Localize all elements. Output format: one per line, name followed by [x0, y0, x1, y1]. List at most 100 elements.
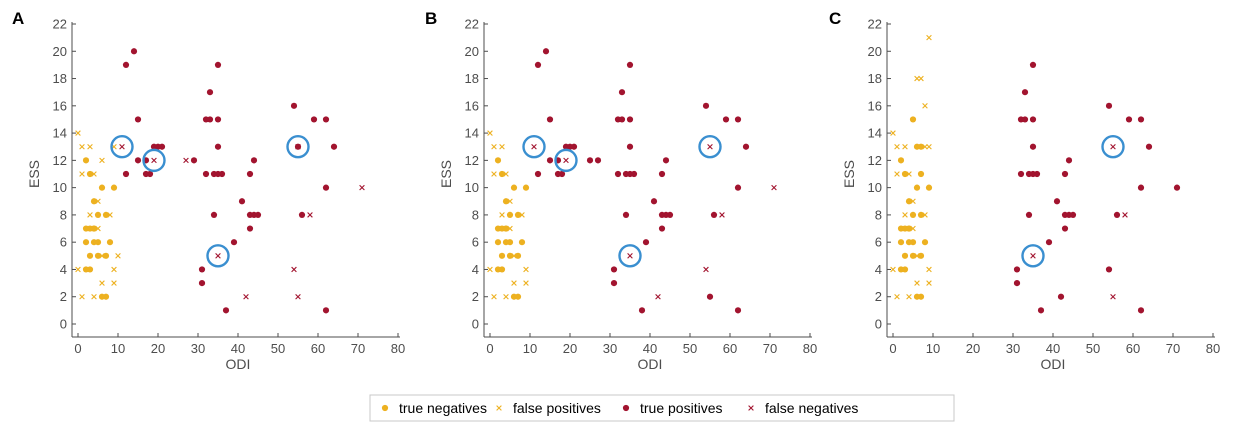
point-true-positives [1037, 307, 1045, 314]
x-axis-label: ODI [638, 356, 663, 372]
y-tick-label: 2 [875, 289, 882, 304]
point-false-positives [890, 266, 896, 273]
point-true-positives [1057, 293, 1065, 300]
point-true-negatives [522, 184, 530, 191]
point-true-positives [658, 225, 666, 232]
point-true-negatives [502, 198, 510, 205]
point-true-positives [626, 61, 634, 69]
point-true-positives [1069, 211, 1077, 219]
point-true-positives [290, 102, 298, 109]
point-false-positives [914, 75, 920, 82]
point-true-negatives [106, 239, 114, 246]
point-true-negatives [86, 252, 94, 259]
point-true-positives [702, 102, 710, 109]
point-true-positives [1145, 143, 1153, 150]
point-true-positives [642, 239, 650, 246]
point-false-positives [894, 143, 900, 150]
point-true-negatives [913, 184, 921, 191]
point-true-negatives [901, 252, 909, 259]
y-tick-label: 18 [53, 71, 67, 86]
point-true-positives [742, 143, 750, 150]
point-false-positives [507, 225, 513, 232]
y-tick-label: 20 [868, 44, 882, 59]
point-true-negatives [82, 239, 90, 246]
point-false-positives [523, 266, 529, 273]
point-false-positives [75, 266, 81, 273]
x-tick-label: 0 [74, 341, 81, 356]
point-false-negatives [655, 293, 661, 300]
legend-marker-false-negatives [748, 405, 754, 411]
point-true-negatives [514, 293, 522, 300]
point-false-positives [910, 225, 916, 232]
y-axis-label: ESS [841, 160, 857, 188]
y-tick-label: 0 [60, 317, 67, 332]
point-true-negatives [506, 211, 514, 219]
x-tick-label: 40 [643, 341, 657, 356]
y-tick-label: 22 [868, 17, 882, 32]
point-false-negatives [183, 157, 189, 164]
point-false-positives [926, 266, 932, 273]
point-false-positives [503, 171, 509, 177]
highlight-circle [1021, 244, 1045, 268]
point-true-positives [666, 211, 674, 219]
point-true-positives [246, 170, 254, 178]
legend-marker-true-negatives [381, 404, 389, 412]
y-tick-label: 10 [53, 180, 67, 195]
point-true-positives [1061, 225, 1069, 232]
point-false-positives [491, 143, 497, 150]
point-false-positives [511, 253, 517, 259]
point-true-positives [658, 170, 666, 178]
point-true-negatives [897, 239, 905, 246]
x-tick-label: 20 [151, 341, 165, 356]
point-true-positives [1021, 116, 1029, 123]
point-true-positives [146, 170, 154, 178]
y-tick-label: 6 [472, 235, 479, 250]
point-false-positives [511, 280, 517, 286]
y-tick-label: 2 [60, 289, 67, 304]
y-axis-label: ESS [26, 160, 42, 188]
point-true-positives [618, 89, 626, 96]
point-false-positives [523, 280, 529, 286]
x-axis-label: ODI [1041, 356, 1066, 372]
point-false-positives [499, 225, 505, 232]
point-true-positives [1105, 102, 1113, 109]
point-true-positives [238, 198, 246, 205]
legend-label: true positives [640, 400, 722, 416]
point-false-positives [914, 280, 920, 286]
highlight-circle [618, 244, 642, 268]
point-true-positives [610, 266, 618, 273]
point-true-positives [322, 184, 330, 191]
series-layer [75, 48, 365, 314]
point-true-negatives [506, 252, 514, 259]
y-tick-label: 16 [868, 98, 882, 113]
x-tick-label: 10 [111, 341, 125, 356]
point-true-negatives [514, 211, 522, 219]
point-false-positives [499, 143, 505, 150]
point-true-negatives [102, 293, 110, 300]
point-true-positives [1137, 184, 1145, 191]
point-true-positives [198, 279, 206, 287]
point-true-positives [626, 143, 634, 150]
point-true-positives [1033, 170, 1041, 178]
highlight-circle [1101, 135, 1125, 159]
y-tick-label: 18 [465, 71, 479, 86]
point-true-negatives [905, 225, 913, 232]
y-tick-label: 10 [465, 180, 479, 195]
point-false-negatives [771, 184, 777, 191]
point-false-negatives [215, 253, 221, 259]
x-tick-label: 10 [523, 341, 537, 356]
point-true-positives [1053, 198, 1061, 205]
point-false-positives [918, 75, 924, 82]
point-false-negatives [243, 293, 249, 300]
point-true-positives [214, 143, 222, 150]
point-true-positives [1105, 266, 1113, 273]
point-false-negatives [1122, 212, 1128, 218]
point-true-negatives [921, 239, 929, 246]
point-false-positives [507, 198, 513, 205]
x-tick-label: 30 [191, 341, 205, 356]
y-tick-label: 16 [465, 98, 479, 113]
point-true-negatives [909, 211, 917, 219]
point-false-negatives [563, 157, 569, 164]
point-true-negatives [110, 184, 118, 191]
point-true-positives [1113, 211, 1121, 219]
